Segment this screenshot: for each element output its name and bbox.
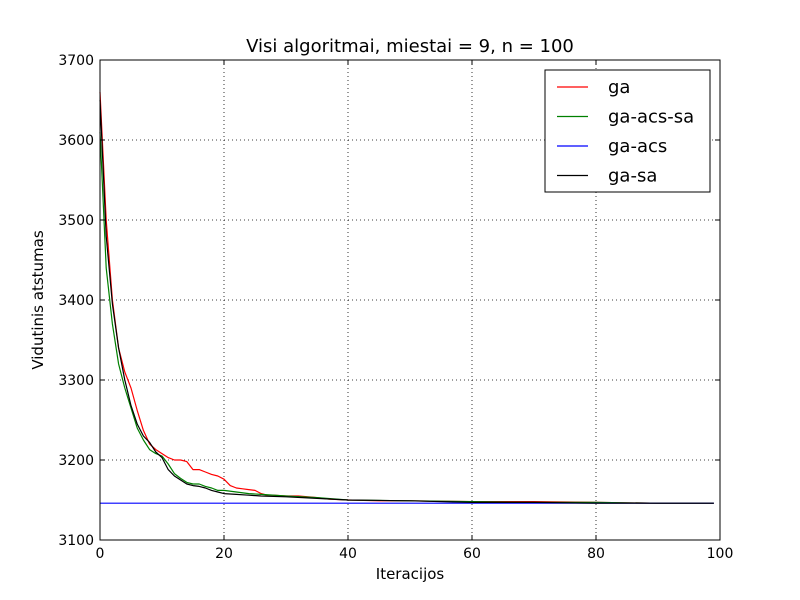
legend-label: ga-sa bbox=[608, 166, 657, 187]
series-line-ga-sa bbox=[99, 99, 714, 504]
legend-label: ga bbox=[608, 77, 630, 98]
axis-ticks: 0 20 40 60 80 100 3100 3200 3300 3400 3500 3600 3700 bbox=[58, 53, 733, 562]
legend: ga ga-acs-sa ga-acs ga-sa bbox=[544, 69, 711, 193]
series-layer bbox=[99, 91, 714, 504]
x-tick-label: 80 bbox=[587, 546, 605, 562]
y-tick-label: 3700 bbox=[58, 53, 94, 69]
x-tick-label: 60 bbox=[463, 546, 481, 562]
x-tick-label: 20 bbox=[215, 546, 233, 562]
y-tick-label: 3400 bbox=[58, 293, 94, 309]
y-tick-label: 3600 bbox=[58, 133, 94, 149]
x-tick-label: 0 bbox=[96, 546, 105, 562]
y-tick-label: 3300 bbox=[58, 373, 94, 389]
chart-title: Visi algoritmai, miestai = 9, n = 100 bbox=[246, 36, 574, 57]
x-tick-label: 100 bbox=[707, 546, 734, 562]
y-tick-label: 3100 bbox=[58, 533, 94, 549]
y-axis-label: Vidutinis atstumas bbox=[29, 230, 47, 370]
y-tick-label: 3500 bbox=[58, 213, 94, 229]
legend-label: ga-acs bbox=[608, 136, 667, 157]
legend-box bbox=[544, 69, 711, 193]
x-axis-label: Iteracijos bbox=[376, 565, 445, 583]
x-tick-label: 40 bbox=[339, 546, 357, 562]
legend-label: ga-acs-sa bbox=[608, 107, 694, 128]
y-tick-label: 3200 bbox=[58, 453, 94, 469]
